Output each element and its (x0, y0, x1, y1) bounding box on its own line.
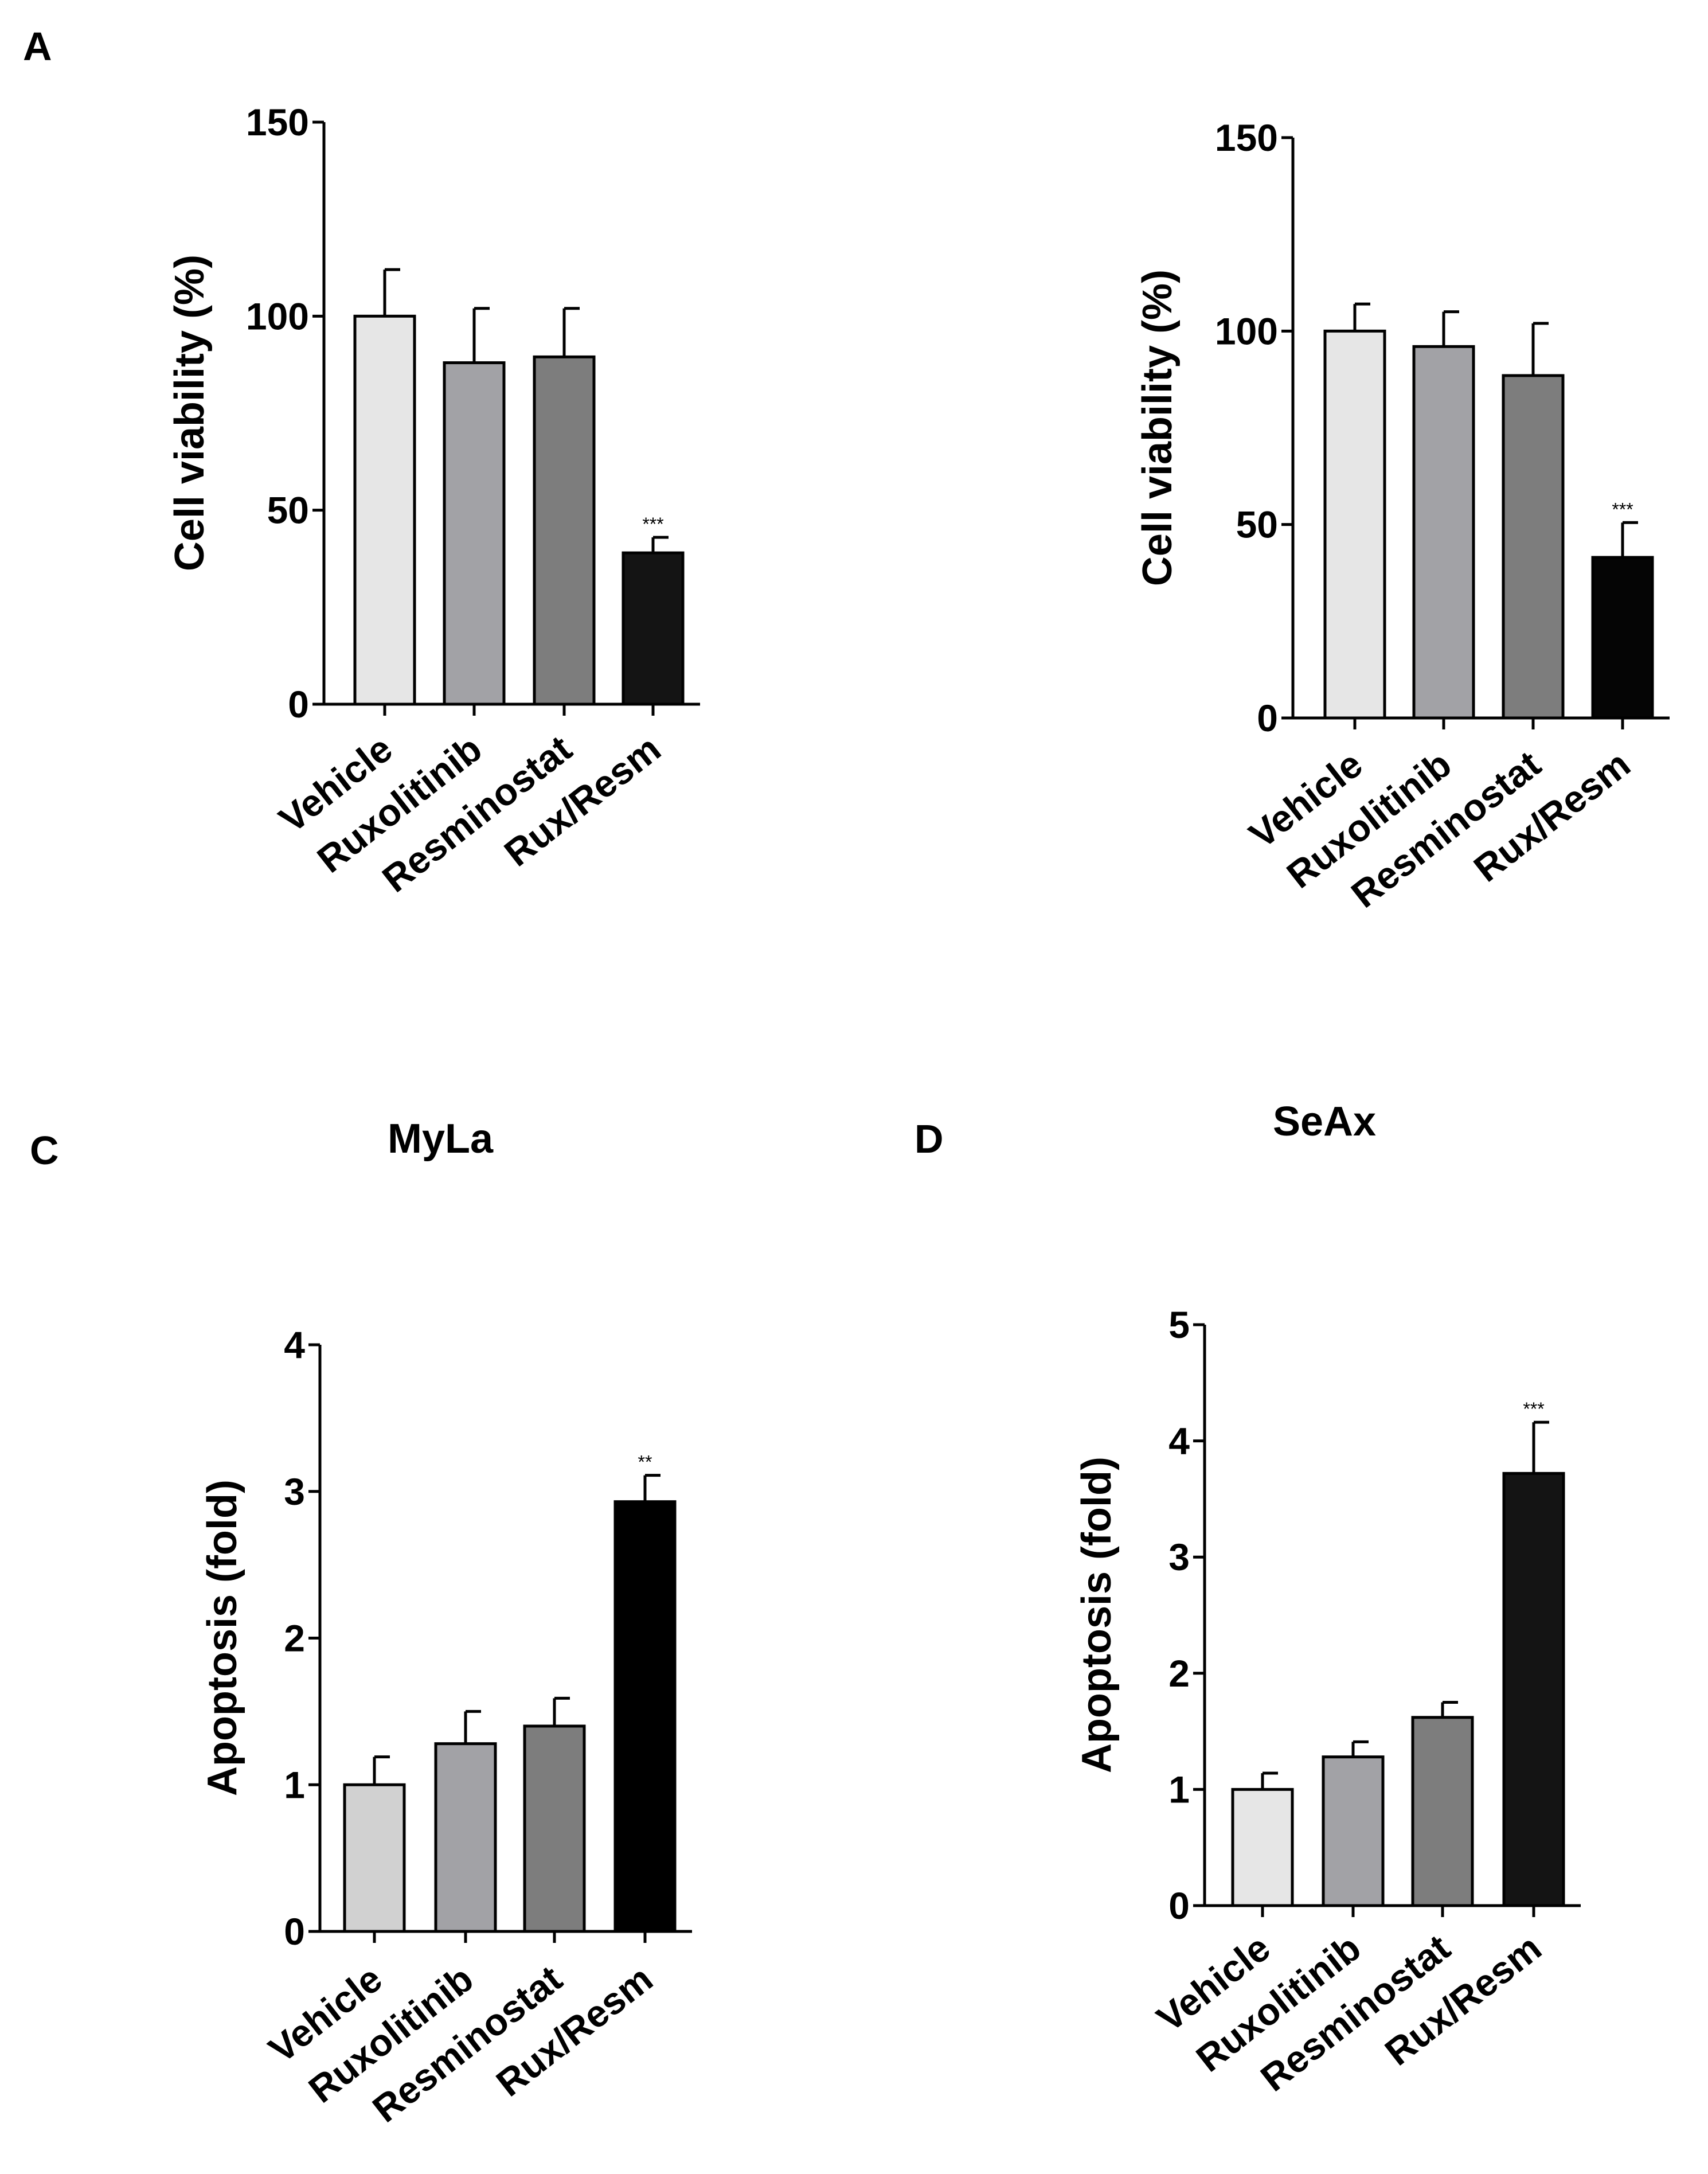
y-axis-label: Apoptosis (fold) (200, 1480, 245, 1796)
y-tick-label: 100 (246, 295, 309, 337)
significance-marker: *** (1523, 1399, 1544, 1419)
y-tick-label: 0 (288, 683, 309, 725)
y-axis-label: Cell viability (%) (1135, 270, 1181, 586)
y-tick-label: 3 (284, 1470, 305, 1513)
bar-rux-resm (622, 551, 685, 706)
bar-rux-resm (613, 1500, 677, 1933)
y-tick-label: 150 (246, 101, 309, 143)
bar-ruxolitinib (443, 361, 506, 706)
panel-title-myla: MyLa (388, 1116, 494, 1162)
panel-letter-d: D (914, 1117, 944, 1161)
bar-ruxolitinib (1412, 345, 1475, 720)
bar-vehicle (343, 1783, 406, 1933)
y-tick-label: 4 (284, 1324, 305, 1366)
y-tick-label: 100 (1215, 310, 1278, 352)
bar-ruxolitinib (1322, 1755, 1385, 1907)
bar-vehicle (1323, 329, 1386, 720)
y-tick-label: 0 (1168, 1884, 1190, 1927)
panel-title-seax: SeAx (1273, 1099, 1376, 1145)
y-tick-label: 0 (1257, 697, 1278, 739)
y-tick-label: 50 (1236, 504, 1278, 546)
significance-marker: ** (638, 1452, 652, 1473)
significance-marker: *** (642, 514, 663, 534)
bar-resminostat (1502, 374, 1565, 720)
y-tick-label: 2 (284, 1617, 305, 1660)
y-axis-label: Cell viability (%) (167, 255, 213, 571)
bar-resminostat (523, 1724, 586, 1933)
bar-ruxolitinib (434, 1742, 497, 1933)
y-tick-label: 150 (1215, 116, 1278, 159)
significance-marker: *** (1612, 499, 1633, 520)
y-tick-label: 4 (1168, 1420, 1190, 1462)
y-tick-label: 2 (1168, 1652, 1190, 1695)
y-axis-label: Apoptosis (fold) (1074, 1457, 1120, 1773)
y-tick-label: 1 (284, 1763, 305, 1806)
y-tick-label: 5 (1168, 1303, 1190, 1346)
y-tick-label: 3 (1168, 1536, 1190, 1578)
bar-vehicle (353, 314, 416, 706)
bar-rux-resm (1591, 556, 1654, 720)
bar-rux-resm (1502, 1472, 1565, 1907)
y-tick-label: 0 (284, 1910, 305, 1953)
panel-letter-c: C (30, 1128, 59, 1173)
bar-resminostat (533, 355, 596, 706)
y-tick-label: 50 (267, 489, 309, 532)
bar-resminostat (1411, 1716, 1474, 1907)
panel-letter-a: A (23, 24, 52, 69)
bar-vehicle (1231, 1787, 1294, 1907)
y-tick-label: 1 (1168, 1768, 1190, 1810)
